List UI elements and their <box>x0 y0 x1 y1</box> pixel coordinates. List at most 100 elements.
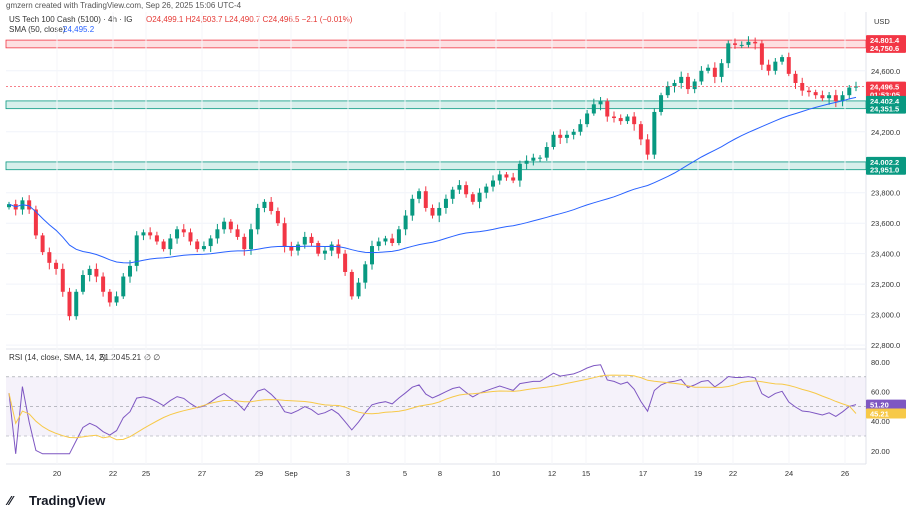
candle-body <box>396 229 401 244</box>
candle-body <box>780 57 785 62</box>
price-tag <box>866 103 906 114</box>
candle-body <box>383 238 388 242</box>
candle-body <box>47 252 52 263</box>
price-tag-label: 24,496.5 <box>870 83 899 92</box>
x-tick-label: 8 <box>438 469 442 478</box>
candle <box>262 199 267 213</box>
candle <box>659 92 664 116</box>
candle <box>497 170 502 185</box>
candle <box>638 121 643 146</box>
candle <box>128 260 132 283</box>
candle <box>759 40 764 71</box>
candle-body <box>612 116 616 119</box>
candle <box>255 203 260 235</box>
price-tag <box>866 156 906 167</box>
candle <box>54 259 59 275</box>
candle-body <box>222 221 227 230</box>
candle-body <box>262 201 267 208</box>
candle <box>524 155 529 170</box>
candle <box>94 263 99 283</box>
candle <box>114 291 119 306</box>
candle-body <box>854 86 858 88</box>
candle <box>87 265 92 282</box>
rsi-value-tag <box>866 399 906 410</box>
ohlc-readout: O24,499.1 H24,503.7 L24,490.7 C24,496.5 … <box>146 15 353 24</box>
candle <box>685 72 690 94</box>
x-tick-label: 12 <box>548 469 556 478</box>
rsi-legend-extra: ∅ ∅ <box>144 353 160 362</box>
candle <box>558 129 563 144</box>
rsi-legend-label[interactable]: RSI (14, close, SMA, 14, 2) <box>9 353 106 362</box>
candle-body <box>706 67 711 71</box>
candle-body <box>746 41 751 45</box>
candle-body <box>329 244 334 251</box>
candle <box>692 78 697 94</box>
x-tick-label: 22 <box>729 469 737 478</box>
sma-legend-label[interactable]: SMA (50, close) <box>9 25 66 34</box>
y-tick-label: 24,200.0 <box>871 128 900 137</box>
candle <box>356 278 361 299</box>
candle-body <box>786 57 791 74</box>
tradingview-logo: ⁄⁄ TradingView <box>5 493 106 508</box>
candle <box>847 84 852 100</box>
x-tick-label: 3 <box>346 469 350 478</box>
candle <box>504 171 509 181</box>
candle-body <box>80 275 85 292</box>
candle <box>148 227 153 240</box>
candle <box>511 172 516 184</box>
candle <box>141 229 146 241</box>
x-tick-label: Sep <box>284 469 297 478</box>
candle-body <box>423 191 428 208</box>
candle-body <box>578 124 583 132</box>
candle <box>316 240 321 257</box>
candle <box>74 289 79 320</box>
symbol-title[interactable]: US Tech 100 Cash (5100) · 4h · IG <box>9 15 132 24</box>
y-tick-label: 24,600.0 <box>871 67 900 76</box>
x-tick-label: 25 <box>142 469 150 478</box>
candle-body <box>349 271 354 297</box>
candle-body <box>417 191 422 199</box>
candle-body <box>504 174 509 178</box>
candle <box>181 224 186 237</box>
candle-body <box>598 101 603 105</box>
price-tag-label: 24,750.6 <box>870 44 899 53</box>
candle-body <box>269 201 274 212</box>
candle <box>410 194 415 221</box>
candle-body <box>524 160 529 164</box>
candle-body <box>685 76 690 90</box>
candle-body <box>672 82 677 87</box>
candle <box>827 91 832 105</box>
y-tick-label: 23,000.0 <box>871 311 900 320</box>
y-tick-label: 23,800.0 <box>871 189 900 198</box>
candle-body <box>753 41 758 44</box>
candle-body <box>228 221 233 230</box>
price-grid <box>6 70 866 346</box>
candle-body <box>571 131 576 135</box>
candle-body <box>491 180 495 187</box>
candle-body <box>296 244 301 251</box>
candle <box>309 233 314 247</box>
candle-body <box>101 276 106 292</box>
candle-body <box>659 95 664 112</box>
candle-body <box>289 246 294 251</box>
candle <box>370 240 374 270</box>
candle-body <box>551 134 556 147</box>
candle-body <box>275 211 280 224</box>
candle <box>403 210 408 236</box>
candle-body <box>679 76 684 83</box>
price-tag <box>866 95 906 106</box>
candle <box>101 272 106 297</box>
currency-label[interactable]: USD <box>874 17 890 26</box>
candle-body <box>356 282 361 297</box>
logo-mark: ⁄⁄ <box>5 493 15 508</box>
candle-body <box>806 90 811 93</box>
candle <box>329 241 334 257</box>
rsi-y-tick-label: 40.00 <box>871 417 890 426</box>
candle <box>793 70 798 89</box>
candle-body <box>175 229 180 239</box>
candle-body <box>134 235 139 266</box>
candle-body <box>645 139 650 155</box>
candle <box>121 273 126 299</box>
candle <box>531 153 536 166</box>
